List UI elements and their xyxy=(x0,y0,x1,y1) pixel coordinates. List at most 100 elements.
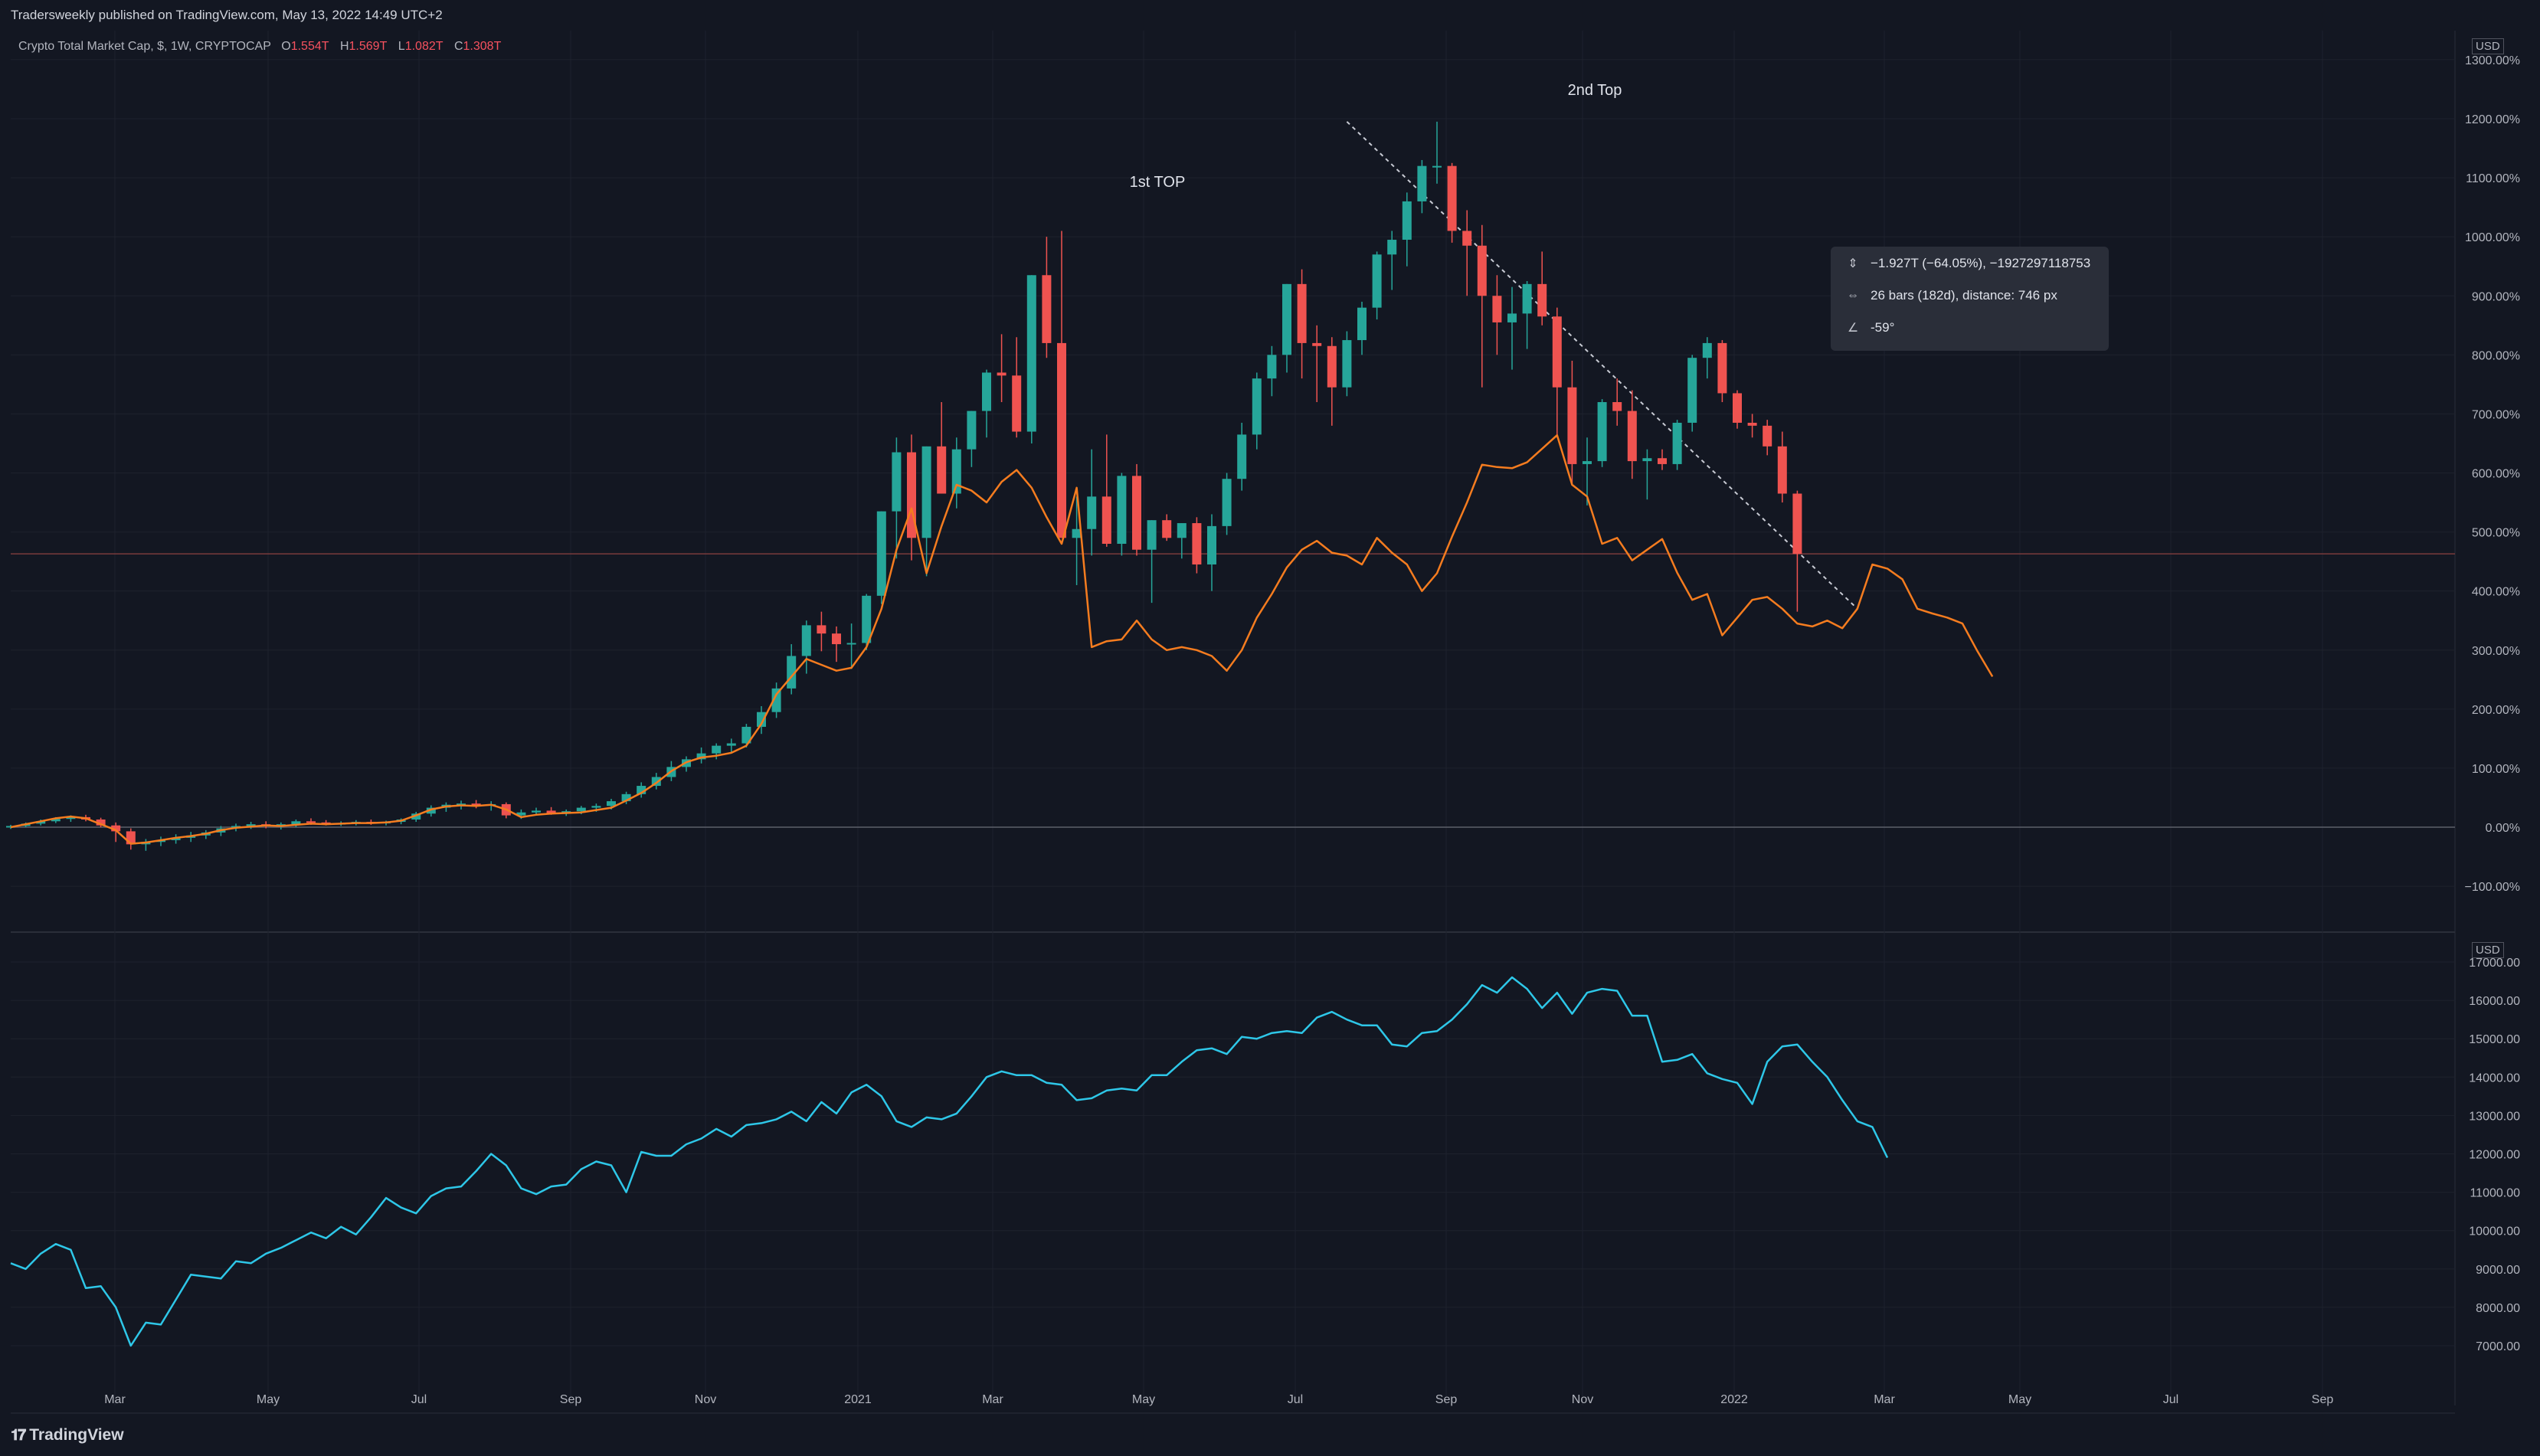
candle-body xyxy=(1462,231,1472,246)
candle-body xyxy=(546,810,556,813)
candle-body xyxy=(1012,375,1022,432)
xtick-label: May xyxy=(1132,1393,1155,1406)
candle-body xyxy=(1522,283,1532,314)
candle-body xyxy=(1402,201,1412,240)
xtick-label: Sep xyxy=(1435,1393,1458,1406)
main-ytick-label: 1300.00% xyxy=(2465,54,2520,67)
lower-ytick-label: 8000.00 xyxy=(2476,1302,2520,1315)
candle-body xyxy=(1026,275,1036,432)
xtick-label: 2021 xyxy=(844,1393,872,1406)
xtick-label: Jul xyxy=(1288,1393,1303,1406)
candle-body xyxy=(832,633,841,645)
xtick-label: Sep xyxy=(2312,1393,2334,1406)
second-top-annotation[interactable]: 2nd Top xyxy=(1567,82,1622,99)
candle-body xyxy=(51,819,61,822)
lower-ytick-label: 12000.00 xyxy=(2469,1149,2520,1162)
candle-body xyxy=(1042,275,1052,343)
tradingview-logo-text: TradingView xyxy=(29,1426,124,1444)
tradingview-logo[interactable]: 𝟏𝟕 TradingView xyxy=(11,1426,124,1445)
orange-series-line xyxy=(10,434,1994,845)
candle-body xyxy=(171,837,181,840)
candle-body xyxy=(1567,387,1577,464)
candle-body xyxy=(1492,296,1502,322)
candle-body xyxy=(1372,254,1382,308)
candle-body xyxy=(1642,458,1652,462)
main-ytick-label: 500.00% xyxy=(2472,527,2520,540)
ohlc-close-label: C xyxy=(453,40,463,53)
xtick-label: Nov xyxy=(1572,1393,1593,1406)
ohlc-high-label: H xyxy=(339,40,349,53)
orange-series-layer xyxy=(10,434,1994,845)
candles-layer xyxy=(6,121,1802,851)
candle-body xyxy=(1733,393,1742,423)
xtick-label: May xyxy=(257,1393,280,1406)
ohlc-low-label: L xyxy=(398,40,405,53)
trendline-layer[interactable] xyxy=(1346,121,1858,610)
candle-body xyxy=(1747,422,1757,426)
candle-body xyxy=(846,643,856,645)
candle-body xyxy=(696,753,706,760)
ohlc-close-value: 1.308T xyxy=(463,40,502,53)
time-axis[interactable]: Mar May Jul Sep Nov 2021 Mar May Jul Sep Nov 2022 Ma… xyxy=(104,1393,2333,1406)
main-ytick-label: 400.00% xyxy=(2472,586,2520,599)
ohlc-high-value: 1.569T xyxy=(349,40,388,53)
blue-series-line xyxy=(10,976,1889,1347)
lower-ytick-label: 15000.00 xyxy=(2469,1033,2520,1046)
ohlc-low-value: 1.082T xyxy=(404,40,444,53)
candle-body xyxy=(1101,496,1111,544)
candle-body xyxy=(1357,307,1367,341)
xtick-label: Mar xyxy=(982,1393,1003,1406)
candle-body xyxy=(111,825,121,832)
candle-body xyxy=(817,625,826,634)
lower-ytick-label: 9000.00 xyxy=(2476,1264,2520,1277)
candle-body xyxy=(1252,378,1262,435)
main-ytick-label: 300.00% xyxy=(2472,645,2520,658)
candle-body xyxy=(1763,425,1772,447)
candle-body xyxy=(1117,476,1127,544)
candle-body xyxy=(1687,358,1697,423)
lower-axis-currency-label[interactable]: USD xyxy=(2472,942,2504,958)
date-range-icon: ⇔ xyxy=(1847,289,1859,302)
lower-ytick-label: 10000.00 xyxy=(2469,1225,2520,1238)
main-ytick-label: 0.00% xyxy=(2486,822,2520,835)
candle-body xyxy=(1087,496,1097,529)
candle-body xyxy=(1132,476,1141,550)
main-price-axis[interactable]: −100.00% 0.00% 100.00% 200.00% 300.00% 400.00… xyxy=(2464,54,2520,894)
main-ytick-label: 800.00% xyxy=(2472,349,2520,362)
main-ytick-label: 1000.00% xyxy=(2465,231,2520,244)
main-axis-currency-label[interactable]: USD xyxy=(2472,38,2504,54)
angle-icon: ∠ xyxy=(1847,322,1859,335)
candle-body xyxy=(1072,528,1082,538)
candle-body xyxy=(607,801,616,807)
candle-body xyxy=(1057,342,1066,538)
candle-body xyxy=(96,819,106,826)
blue-series-layer xyxy=(10,976,1889,1347)
candle-body xyxy=(1342,340,1352,388)
candle-body xyxy=(757,712,766,727)
candle-body xyxy=(457,803,466,806)
candle-body xyxy=(1237,434,1247,479)
candle-body xyxy=(1447,165,1457,231)
first-top-annotation[interactable]: 1st TOP xyxy=(1129,174,1186,191)
lower-ytick-label: 13000.00 xyxy=(2469,1110,2520,1123)
main-ytick-label: 700.00% xyxy=(2472,408,2520,421)
candle-body xyxy=(36,821,46,824)
dashed-trendline[interactable] xyxy=(1346,121,1858,610)
symbol-legend[interactable]: Crypto Total Market Cap, $, 1W, CRYPTOCA… xyxy=(18,40,509,54)
candle-body xyxy=(246,824,256,826)
candle-body xyxy=(921,446,931,538)
candle-body xyxy=(1507,313,1517,322)
measure-tooltip: ⇕ −1.927T (−64.05%), −1927297118753 ⇔ 26… xyxy=(1831,247,2109,351)
candle-body xyxy=(651,777,661,787)
candle-body xyxy=(726,743,736,746)
ohlc-open-label: O xyxy=(281,40,291,53)
candle-body xyxy=(1777,446,1787,494)
candle-body xyxy=(1658,458,1667,464)
candle-body xyxy=(126,831,136,845)
tradingview-logo-icon: 𝟏𝟕 xyxy=(11,1426,26,1444)
candle-body xyxy=(532,810,541,813)
lower-price-axis[interactable]: 7000.00 8000.00 9000.00 10000.00 11000.00 120… xyxy=(2469,957,2520,1353)
candle-body xyxy=(1432,165,1442,168)
symbol-title: Crypto Total Market Cap, $, 1W, CRYPTOCA… xyxy=(18,40,271,53)
